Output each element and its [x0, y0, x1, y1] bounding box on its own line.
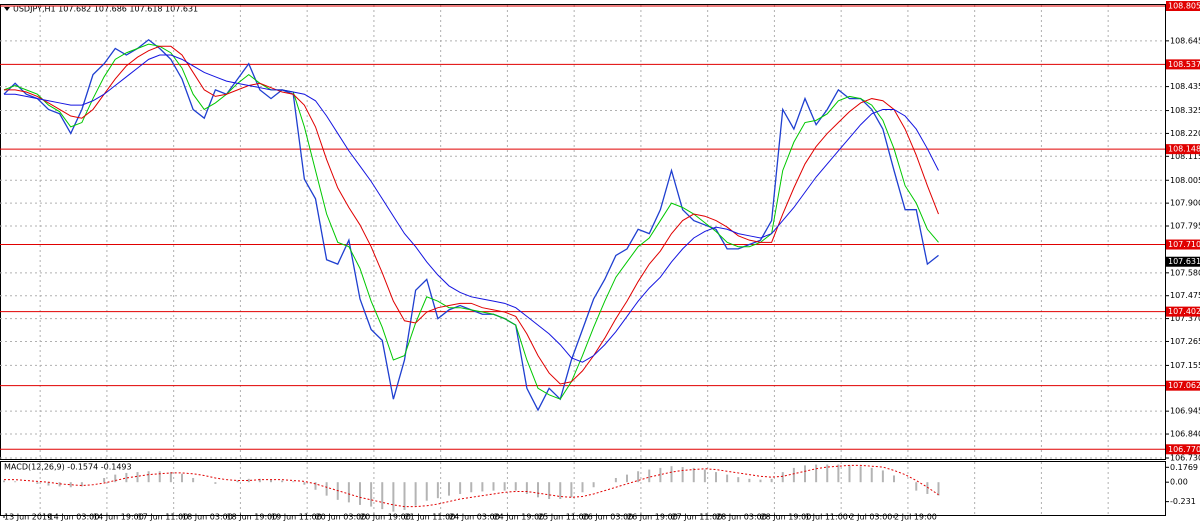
level-label-box [1166, 144, 1200, 155]
y-tick-label: 108.325 [1170, 106, 1200, 115]
level-label: 107.062 [1168, 381, 1200, 390]
macd-title: MACD(12,26,9) -0.1574 -0.1493 [4, 463, 132, 472]
y-tick-label: 108.005 [1170, 176, 1200, 185]
level-label-box [1166, 1, 1200, 11]
y-tick-label: 106.945 [1170, 407, 1200, 416]
x-tick-label: 17 Jun 11:00 [138, 513, 189, 522]
moving-average-line [4, 45, 939, 385]
x-tick-label: 13 Jun 2019 [4, 513, 52, 522]
x-tick-label: 24 Jun 19:00 [494, 513, 545, 522]
level-label: 108.805 [1168, 2, 1200, 11]
x-tick-label: 28 Jun 03:00 [716, 513, 767, 522]
y-tick-label: 107.475 [1170, 291, 1200, 300]
y-tick-label: 107.795 [1170, 222, 1200, 231]
level-label-box [1166, 59, 1200, 70]
y-tick-label: 106.840 [1170, 430, 1200, 439]
y-tick-label: 108.645 [1170, 36, 1200, 45]
y-tick-label: 0.1769 [1170, 463, 1198, 472]
x-tick-label: 18 Jun 19:00 [227, 513, 278, 522]
main-frame [0, 4, 1166, 460]
y-tick-label: 107.155 [1170, 361, 1200, 370]
x-tick-label: 14 Jun 03:00 [49, 513, 100, 522]
y-tick-label: -0.231 [1170, 497, 1196, 506]
x-tick-label: 18 Jun 03:00 [182, 513, 233, 522]
x-tick-label: 2 Jul 19:00 [894, 513, 937, 522]
last-price-label: 107.631 [1168, 257, 1200, 266]
level-label-box [1166, 444, 1200, 455]
level-label: 108.148 [1168, 145, 1200, 154]
x-tick-label: 20 Jun 19:00 [360, 513, 411, 522]
level-label-box [1166, 306, 1200, 317]
level-label-box [1166, 380, 1200, 391]
x-tick-label: 27 Jun 11:00 [672, 513, 723, 522]
x-tick-label: 28 Jun 19:00 [761, 513, 812, 522]
macd-signal-line [4, 464, 939, 508]
level-label: 106.770 [1168, 445, 1200, 454]
y-tick-label: 108.220 [1170, 129, 1200, 138]
x-tick-label: 20 Jun 03:00 [316, 513, 367, 522]
x-tick-label: 24 Jun 03:00 [449, 513, 500, 522]
y-tick-label: 107.265 [1170, 337, 1200, 346]
x-tick-label: 2 Jul 03:00 [850, 513, 893, 522]
x-tick-label: 21 Jun 11:00 [405, 513, 456, 522]
x-tick-label: 25 Jun 11:00 [538, 513, 589, 522]
x-tick-label: 19 Jun 11:00 [271, 513, 322, 522]
level-label: 108.537 [1168, 60, 1200, 69]
x-tick-label: 26 Jun 03:00 [583, 513, 634, 522]
y-tick-label: 108.435 [1170, 82, 1200, 91]
y-tick-label: 0.00 [1170, 478, 1188, 487]
level-label: 107.402 [1168, 307, 1200, 316]
level-label-box [1166, 239, 1200, 250]
y-tick-label: 107.370 [1170, 314, 1200, 323]
x-tick-label: 26 Jun 19:00 [627, 513, 678, 522]
last-price-box [1166, 256, 1200, 267]
moving-average-line [4, 54, 939, 363]
level-label: 107.710 [1168, 240, 1200, 249]
y-tick-label: 108.115 [1170, 152, 1200, 161]
chart-title: USDJPY,H1 107.682 107.686 107.618 107.63… [13, 5, 198, 14]
y-tick-label: 107.580 [1170, 268, 1200, 277]
x-tick-label: 1 Jul 11:00 [805, 513, 848, 522]
y-tick-label: 107.900 [1170, 199, 1200, 208]
menu-arrow[interactable] [4, 7, 10, 11]
y-tick-label: 106.730 [1170, 454, 1200, 463]
x-tick-label: 14 Jun 19:00 [93, 513, 144, 522]
